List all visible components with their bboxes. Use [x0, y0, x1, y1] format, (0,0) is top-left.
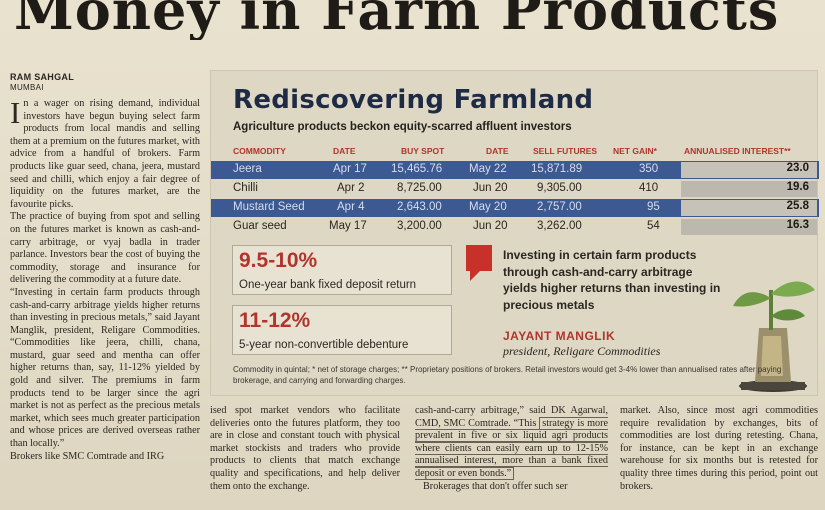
- paragraph-3: “Investing in certain farm products thro…: [10, 286, 200, 450]
- cell-annualised-interest: 19.6: [681, 181, 817, 197]
- footnote: Commodity in quintal; * net of storage c…: [233, 365, 782, 385]
- table-row: Chilli Apr 2 8,725.00 Jun 20 9,305.00 41…: [211, 180, 819, 198]
- cell-sell-futures: 15,871.89: [531, 163, 583, 175]
- cell-buy-spot: 2,643.00: [397, 201, 442, 213]
- cell-net-gain: 410: [639, 182, 659, 194]
- cell-commodity: Chilli: [233, 182, 258, 194]
- table-row: Guar seed May 17 3,200.00 Jun 20 3,262.0…: [211, 218, 819, 236]
- cell-annualised-interest: 16.3: [681, 219, 817, 235]
- table-header: COMMODITY DATE BUY SPOT DATE SELL FUTURE…: [211, 143, 819, 159]
- cell-net-gain: 54: [647, 220, 660, 232]
- header-sell-futures: SELL FUTURES: [533, 146, 598, 156]
- infographic-subtitle: Agriculture products beckon equity-scarr…: [233, 121, 572, 133]
- dateline-city: MUMBAI: [10, 83, 44, 92]
- highlighted-quote: strategy is more prevalent in five or si…: [415, 416, 609, 480]
- cell-buy-spot: 3,200.00: [397, 220, 442, 232]
- header-date-2: DATE: [486, 146, 509, 156]
- paragraph-1-text: n a wager on rising demand, individual i…: [10, 98, 200, 210]
- cell-buy-spot: 15,465.76: [391, 163, 443, 175]
- cell-commodity: Guar seed: [233, 220, 287, 232]
- cell-sell-futures: 9,305.00: [537, 182, 582, 194]
- column-3-tail: Brokerages that don't offer such ser: [423, 480, 568, 492]
- cell-annualised-interest: 23.0: [681, 162, 817, 178]
- paragraph-4: Brokers like SMC Comtrade and IRG: [10, 450, 165, 462]
- cell-net-gain: 350: [639, 163, 659, 175]
- cell-date-1: Apr 4: [337, 201, 365, 213]
- rate-box-debenture: 11-12% 5-year non-convertible debenture: [232, 305, 452, 355]
- column-3-lead: cash-and-carry arbitrage,” said DK Agarw…: [415, 405, 608, 429]
- header-buy-spot: BUY SPOT: [401, 146, 445, 156]
- byline: RAM SAHGAL MUMBAI: [10, 72, 74, 92]
- infographic-title: Rediscovering Farmland: [233, 85, 594, 115]
- rate-label: 5-year non-convertible debenture: [239, 339, 409, 351]
- cell-date-2: May 20: [469, 201, 507, 213]
- cell-annualised-interest: 25.8: [681, 200, 817, 216]
- cell-date-1: Apr 2: [337, 182, 365, 194]
- cell-net-gain: 95: [647, 201, 660, 213]
- header-commodity: COMMODITY: [233, 146, 286, 156]
- cell-commodity: Mustard Seed: [233, 201, 305, 213]
- pull-quote: Investing in certain farm products throu…: [503, 248, 721, 312]
- header-net-gain: NET GAIN*: [613, 146, 657, 156]
- cell-date-2: May 22: [469, 163, 507, 175]
- paragraph-2: The practice of buying from spot and sel…: [10, 211, 200, 286]
- cell-sell-futures: 2,757.00: [537, 201, 582, 213]
- rate-value: 9.5-10%: [239, 249, 318, 272]
- rate-value: 11-12%: [239, 309, 311, 332]
- cell-date-1: Apr 17: [333, 163, 367, 175]
- drop-cap: I: [10, 95, 21, 130]
- plant-in-money-pot-icon: [733, 281, 815, 392]
- quote-author: JAYANT MANGLIK: [503, 329, 616, 343]
- cell-date-2: Jun 20: [473, 182, 508, 194]
- quote-author-title: president, Religare Commodities: [503, 344, 661, 358]
- headline: Money in Farm Products: [14, 0, 780, 40]
- cell-date-1: May 17: [329, 220, 367, 232]
- author-name: RAM SAHGAL: [10, 72, 74, 82]
- quote-mark-icon: [466, 245, 492, 281]
- article-column-2: ised spot market vendors who facilitate …: [210, 405, 400, 492]
- cell-date-2: Jun 20: [473, 220, 508, 232]
- rate-box-fixed-deposit: 9.5-10% One-year bank fixed deposit retu…: [232, 245, 452, 295]
- table-row: Mustard Seed Apr 4 2,643.00 May 20 2,757…: [211, 199, 819, 217]
- table-row: Jeera Apr 17 15,465.76 May 22 15,871.89 …: [211, 161, 819, 179]
- article-column-4: market. Also, since most agri commoditie…: [620, 405, 818, 492]
- article-column-3: cash-and-carry arbitrage,” said DK Agarw…: [415, 405, 609, 493]
- header-annualised-interest: ANNUALISED INTEREST**: [684, 146, 791, 156]
- header-date-1: DATE: [333, 146, 356, 156]
- cell-sell-futures: 3,262.00: [537, 220, 582, 232]
- cell-buy-spot: 8,725.00: [397, 182, 442, 194]
- cell-commodity: Jeera: [233, 163, 262, 175]
- infographic-box: Rediscovering Farmland Agriculture produ…: [210, 70, 819, 396]
- rate-label: One-year bank fixed deposit return: [239, 279, 417, 291]
